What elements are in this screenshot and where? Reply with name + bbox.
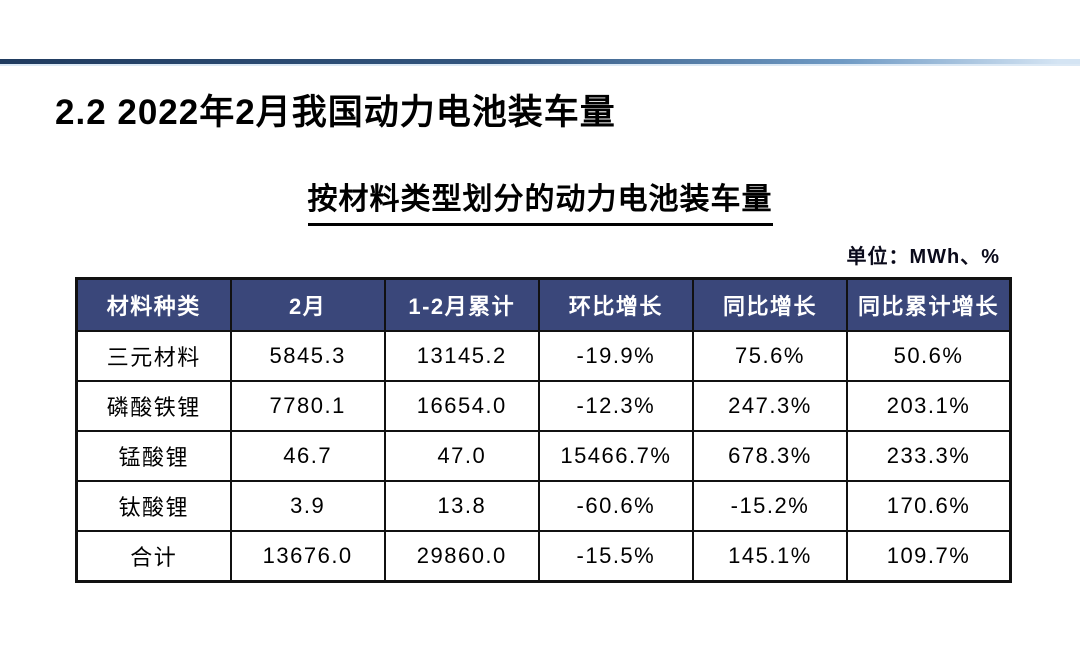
value-cell: -12.3%: [537, 380, 694, 432]
value-cell: 13676.0: [229, 530, 386, 583]
table-row-0: 三元材料 5845.3 13145.2 -19.9% 75.6% 50.6%: [75, 330, 1012, 382]
table-row-4: 合计 13676.0 29860.0 -15.5% 145.1% 109.7%: [75, 530, 1012, 583]
column-header-3: 环比增长: [537, 277, 694, 332]
value-cell: 233.3%: [846, 430, 1012, 482]
column-header-0: 材料种类: [75, 277, 232, 332]
value-cell: 247.3%: [691, 380, 849, 432]
table-header-row: 材料种类 2月 1-2月累计 环比增长 同比增长 同比累计增长: [75, 277, 1012, 332]
value-cell: 47.0: [383, 430, 540, 482]
value-cell: 170.6%: [846, 480, 1012, 532]
table-container: 材料种类 2月 1-2月累计 环比增长 同比增长 同比累计增长 三元材料 5845.3 131…: [75, 277, 1012, 583]
value-cell: 50.6%: [846, 330, 1012, 382]
row-label-cell: 合计: [75, 530, 232, 583]
value-cell: -60.6%: [537, 480, 694, 532]
value-cell: 3.9: [229, 480, 386, 532]
value-cell: -19.9%: [537, 330, 694, 382]
value-cell: 203.1%: [846, 380, 1012, 432]
value-cell: 16654.0: [383, 380, 540, 432]
column-header-2: 1-2月累计: [383, 277, 540, 332]
value-cell: 13145.2: [383, 330, 540, 382]
row-label-cell: 三元材料: [75, 330, 232, 382]
value-cell: 145.1%: [691, 530, 849, 583]
table-row-2: 锰酸锂 46.7 47.0 15466.7% 678.3% 233.3%: [75, 430, 1012, 482]
value-cell: 15466.7%: [537, 430, 694, 482]
value-cell: 13.8: [383, 480, 540, 532]
table-title-wrap: 按材料类型划分的动力电池装车量: [0, 174, 1080, 226]
value-cell: 29860.0: [383, 530, 540, 583]
column-header-1: 2月: [229, 277, 386, 332]
row-label-cell: 钛酸锂: [75, 480, 232, 532]
value-cell: 75.6%: [691, 330, 849, 382]
row-label-cell: 磷酸铁锂: [75, 380, 232, 432]
top-accent-bar: [0, 59, 1080, 66]
value-cell: -15.5%: [537, 530, 694, 583]
value-cell: 7780.1: [229, 380, 386, 432]
slide-title: 2.2 2022年2月我国动力电池装车量: [55, 93, 616, 132]
table-row-3: 钛酸锂 3.9 13.8 -60.6% -15.2% 170.6%: [75, 480, 1012, 532]
column-header-5: 同比累计增长: [846, 277, 1012, 332]
value-cell: 46.7: [229, 430, 386, 482]
table-row-1: 磷酸铁锂 7780.1 16654.0 -12.3% 247.3% 203.1%: [75, 380, 1012, 432]
battery-installation-table: 材料种类 2月 1-2月累计 环比增长 同比增长 同比累计增长 三元材料 5845.3 131…: [75, 277, 1012, 583]
value-cell: 5845.3: [229, 330, 386, 382]
table-title: 按材料类型划分的动力电池装车量: [307, 174, 773, 226]
value-cell: 678.3%: [691, 430, 849, 482]
unit-label: 单位：MWh、%: [846, 246, 1000, 268]
column-header-4: 同比增长: [691, 277, 849, 332]
value-cell: -15.2%: [691, 480, 849, 532]
row-label-cell: 锰酸锂: [75, 430, 232, 482]
value-cell: 109.7%: [846, 530, 1012, 583]
